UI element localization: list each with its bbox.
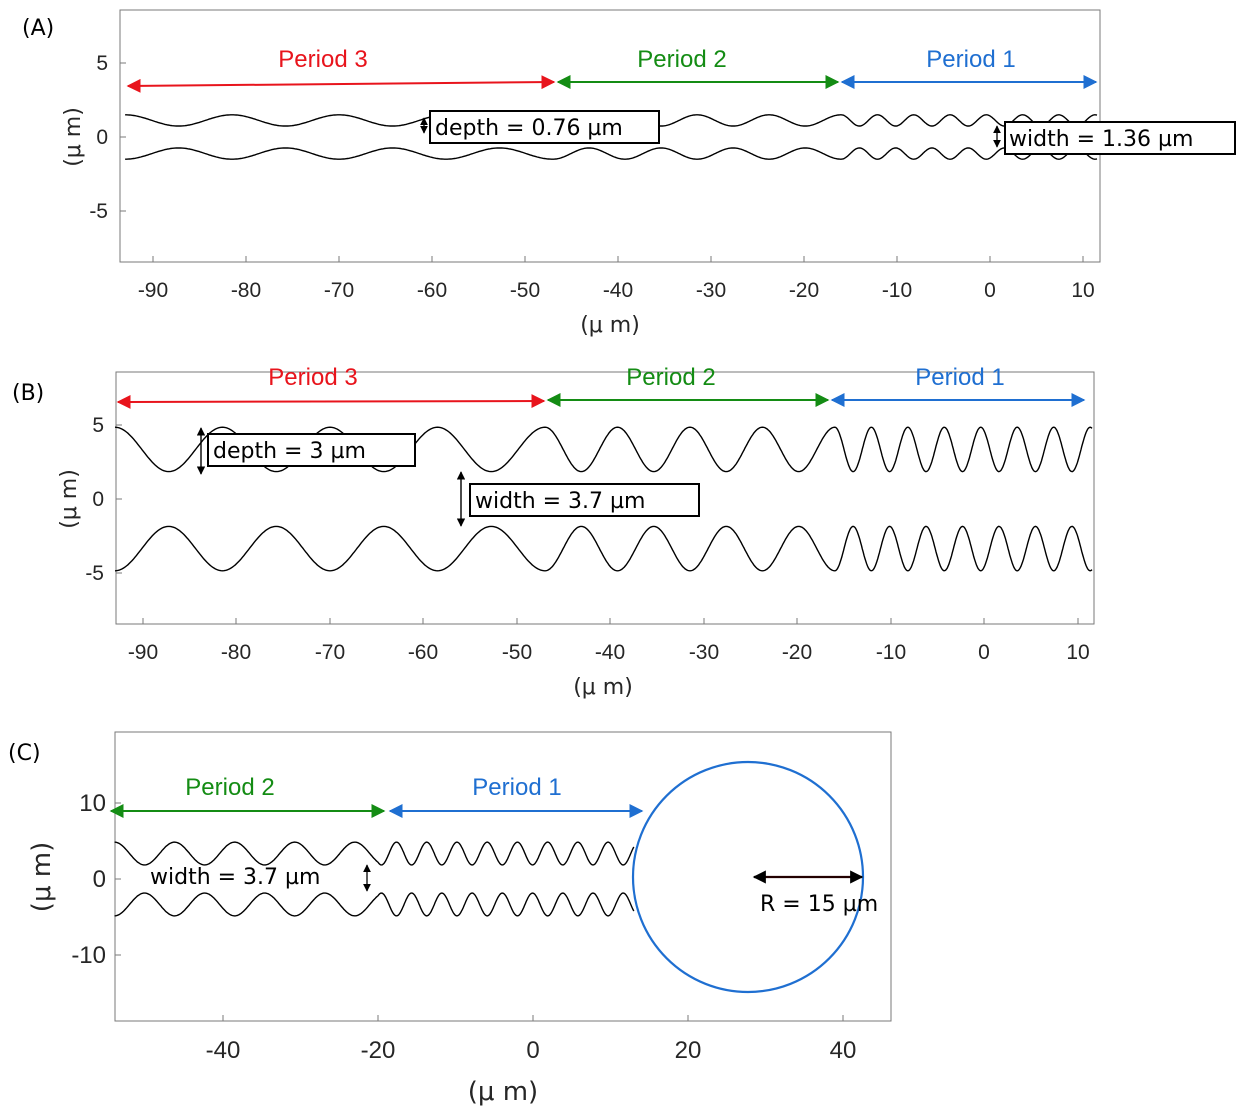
ytick-label: 5	[92, 414, 104, 437]
period-2-label: Period 2	[626, 364, 715, 391]
xtick-label: 40	[830, 1037, 857, 1064]
xtick-label: -20	[782, 641, 812, 664]
xtick-label: -60	[417, 279, 447, 302]
period-2-label: Period 2	[637, 46, 726, 73]
panel-b-curves	[114, 426, 1093, 572]
period-1-label: Period 1	[926, 46, 1015, 73]
panel-a: (A) -90 -80 -70 -60 -50 -40 -30 -20 -10 …	[22, 9, 1236, 338]
xtick-label: 10	[1071, 279, 1094, 302]
panel-a-ylabel: (μ m)	[61, 107, 86, 167]
panel-b-axes	[115, 371, 1095, 625]
ytick-label: -5	[85, 562, 104, 585]
xtick-label: -40	[206, 1037, 241, 1064]
panel-b-label: (B)	[12, 381, 44, 406]
width-annotation: width = 3.7 µm	[475, 489, 645, 514]
panel-c: (C) -40 -20 0 20 40 10 0 -10 (μ m) (μ m)	[8, 731, 892, 1107]
ytick-label: -5	[89, 200, 108, 223]
panel-a-curves	[125, 114, 1098, 160]
ytick-label: 0	[96, 126, 108, 149]
xtick-label: -60	[408, 641, 438, 664]
upper-wall-curve	[114, 841, 635, 866]
xtick-label: -80	[231, 279, 261, 302]
xtick-label: 10	[1066, 641, 1089, 664]
xtick-label: 0	[978, 641, 990, 664]
lower-wall-curve	[125, 147, 1098, 160]
lower-wall-curve	[114, 525, 1093, 572]
xtick-label: -50	[502, 641, 532, 664]
period-3-arrow	[116, 394, 546, 409]
xtick-label: -80	[221, 641, 251, 664]
width-annotation-box	[1004, 121, 1236, 155]
xtick-label: -20	[361, 1037, 396, 1064]
period-3-label: Period 3	[268, 364, 357, 391]
xtick-label: -30	[696, 279, 726, 302]
ytick-label: 5	[96, 52, 108, 75]
xtick-label: -50	[510, 279, 540, 302]
panel-a-xlabel: (μ m)	[580, 313, 640, 338]
period-3-label: Period 3	[278, 46, 367, 73]
depth-annotation-box	[429, 110, 660, 144]
xtick-label: -10	[876, 641, 906, 664]
width-annotation: width = 3.7 µm	[150, 865, 320, 890]
lower-wall-curve	[114, 892, 635, 917]
xtick-label: -40	[603, 279, 633, 302]
panel-b: (B) -90 -80 -70 -60 -50 -40 -30 -20 -10 …	[12, 364, 1095, 700]
panel-b-yticks: 5 0 -5	[85, 414, 122, 585]
panel-c-curves	[114, 841, 635, 917]
panel-a-xticks: -90 -80 -70 -60 -50 -40 -30 -20 -10 0 10	[138, 256, 1095, 302]
panel-c-ylabel: (μ m)	[27, 842, 57, 912]
width-annotation: width = 1.36 µm	[1009, 127, 1193, 152]
xtick-label: -70	[315, 641, 345, 664]
xtick-label: -90	[128, 641, 158, 664]
xtick-label: 20	[675, 1037, 702, 1064]
panel-c-label: (C)	[8, 741, 41, 766]
upper-wall-curve	[125, 114, 1098, 127]
period-1-label: Period 1	[472, 774, 561, 801]
xtick-label: -70	[324, 279, 354, 302]
xtick-label: -90	[138, 279, 168, 302]
depth-annotation: depth = 3 µm	[213, 439, 366, 464]
panel-a-label: (A)	[22, 16, 54, 41]
xtick-label: -10	[882, 279, 912, 302]
period-2-label: Period 2	[185, 774, 274, 801]
depth-annotation: depth = 0.76 µm	[435, 116, 623, 141]
panel-b-ylabel: (μ m)	[57, 469, 82, 529]
ytick-label: 0	[92, 488, 104, 511]
panel-c-xticks: -40 -20 0 20 40	[206, 1015, 857, 1064]
ytick-label: -10	[71, 942, 106, 969]
period-1-label: Period 1	[915, 364, 1004, 391]
depth-annotation-box	[207, 433, 416, 467]
panel-c-yticks: 10 0 -10	[71, 790, 121, 969]
width-annotation-box	[469, 483, 700, 517]
panel-b-xticks: -90 -80 -70 -60 -50 -40 -30 -20 -10 0 10	[128, 618, 1090, 664]
period-3-arrow	[126, 75, 556, 93]
ytick-label: 0	[93, 866, 106, 893]
radius-annotation: R = 15 µm	[760, 892, 878, 917]
panel-c-axes	[114, 731, 892, 1022]
panel-b-xlabel: (μ m)	[573, 675, 633, 700]
xtick-label: 0	[526, 1037, 539, 1064]
xtick-label: -30	[689, 641, 719, 664]
xtick-label: -20	[789, 279, 819, 302]
xtick-label: -40	[595, 641, 625, 664]
ytick-label: 10	[79, 790, 106, 817]
upper-wall-curve	[114, 426, 1093, 473]
panel-c-xlabel: (μ m)	[468, 1077, 538, 1107]
xtick-label: 0	[984, 279, 996, 302]
panel-a-yticks: 5 0 -5	[89, 52, 126, 223]
